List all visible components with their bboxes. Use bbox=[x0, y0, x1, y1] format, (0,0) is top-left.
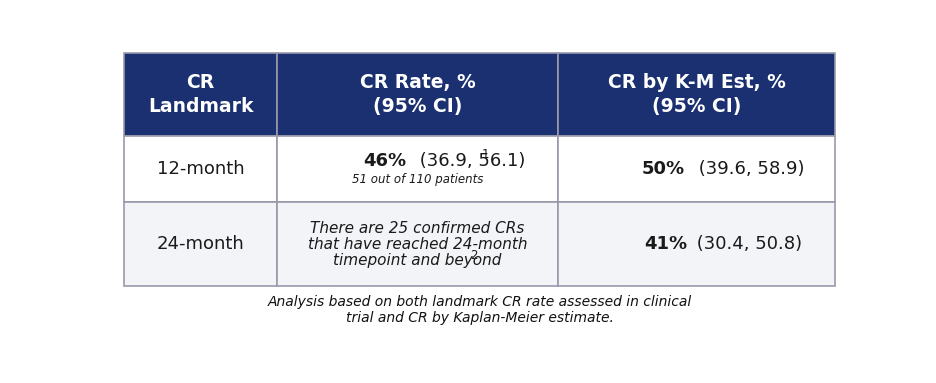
Text: 46%: 46% bbox=[363, 152, 406, 170]
Bar bbox=[124, 136, 277, 203]
Text: Analysis based on both landmark CR rate assessed in clinical: Analysis based on both landmark CR rate … bbox=[268, 295, 692, 309]
Text: 50%: 50% bbox=[642, 160, 685, 178]
Bar bbox=[124, 203, 277, 286]
Bar bbox=[558, 53, 835, 136]
Text: CR Rate, %
(95% CI): CR Rate, % (95% CI) bbox=[359, 73, 475, 116]
Text: (30.4, 50.8): (30.4, 50.8) bbox=[691, 236, 802, 254]
Bar bbox=[558, 136, 835, 203]
Text: 1: 1 bbox=[482, 148, 490, 161]
Text: 51 out of 110 patients: 51 out of 110 patients bbox=[352, 173, 483, 186]
Text: 24-month: 24-month bbox=[157, 236, 244, 254]
Text: trial and CR by Kaplan-Meier estimate.: trial and CR by Kaplan-Meier estimate. bbox=[345, 311, 614, 325]
Bar bbox=[124, 53, 277, 136]
Text: (36.9, 56.1): (36.9, 56.1) bbox=[415, 152, 526, 170]
Text: 12-month: 12-month bbox=[157, 160, 244, 178]
Text: CR by K-M Est, %
(95% CI): CR by K-M Est, % (95% CI) bbox=[607, 73, 785, 116]
Text: CR
Landmark: CR Landmark bbox=[148, 73, 254, 116]
Text: There are 25 confirmed CRs: There are 25 confirmed CRs bbox=[311, 221, 525, 236]
Text: that have reached 24-month: that have reached 24-month bbox=[308, 237, 527, 252]
Text: 2: 2 bbox=[470, 249, 477, 262]
Text: timepoint and beyond: timepoint and beyond bbox=[333, 253, 502, 268]
Bar bbox=[558, 203, 835, 286]
Text: 41%: 41% bbox=[644, 236, 687, 254]
Bar bbox=[277, 53, 558, 136]
Text: (39.6, 58.9): (39.6, 58.9) bbox=[694, 160, 805, 178]
Bar bbox=[277, 203, 558, 286]
Bar bbox=[277, 136, 558, 203]
